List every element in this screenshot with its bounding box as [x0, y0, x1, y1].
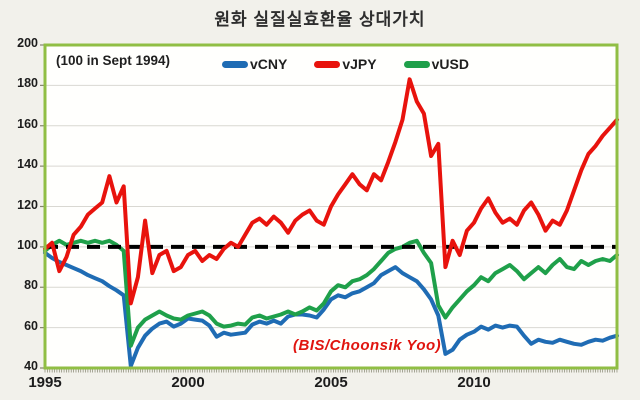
base-period-note: (100 in Sept 1994) [56, 53, 171, 68]
legend-item-vjpy: vJPY [314, 56, 377, 72]
y-axis-tick-label-120: 120 [17, 197, 38, 212]
vusd-line-marker-icon [403, 60, 430, 68]
vcny-line-marker-icon [222, 60, 248, 68]
x-axis-tick-label-1995: 1995 [28, 374, 62, 391]
plot-border [43, 43, 619, 370]
series-line-vJPY [43, 77, 619, 306]
y-axis-tick-label-100: 100 [17, 237, 38, 252]
vjpy-line-marker-icon [314, 60, 341, 68]
y-axis-tick-label-60: 60 [24, 318, 38, 333]
legend-label-vcny: vCNY [250, 56, 288, 72]
y-axis-tick-label-140: 140 [17, 157, 38, 172]
y-axis-tick-label-40: 40 [24, 359, 38, 373]
y-axis-tick-label-80: 80 [24, 278, 38, 293]
chart-title: 원화 실질실효환율 상대가치 [214, 10, 426, 29]
legend: vCNY vJPY vUSD [222, 56, 469, 72]
x-axis-tick-label-2000: 2000 [171, 374, 205, 391]
series-line-vCNY [43, 250, 619, 368]
legend-item-vusd: vUSD [403, 56, 469, 72]
legend-label-vjpy: vJPY [342, 56, 377, 72]
y-axis-tick-label-160: 160 [17, 116, 38, 131]
y-axis-tick-label-180: 180 [17, 76, 38, 91]
legend-label-vusd: vUSD [431, 56, 469, 72]
x-axis-tick-label-2005: 2005 [314, 374, 348, 391]
source-note: (BIS/Choonsik Yoo) [293, 337, 442, 354]
y-axis-tick-label-200: 200 [17, 36, 38, 50]
series-line-vUSD [43, 238, 619, 348]
legend-item-vcny: vCNY [222, 56, 287, 72]
x-axis-tick-label-2010: 2010 [457, 374, 491, 391]
